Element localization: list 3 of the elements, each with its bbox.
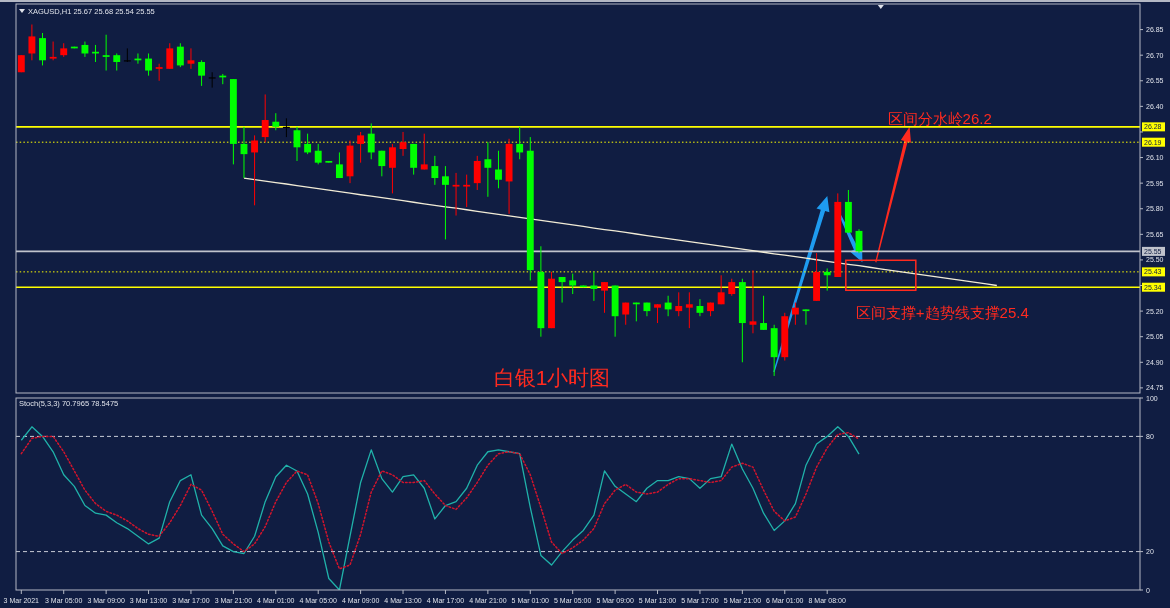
annotation: 区间支撑+趋势线支撑25.4 (855, 304, 1029, 322)
title: 白银1小时图 (493, 366, 611, 389)
annotation: 区间分水岭26.2 (887, 109, 992, 127)
